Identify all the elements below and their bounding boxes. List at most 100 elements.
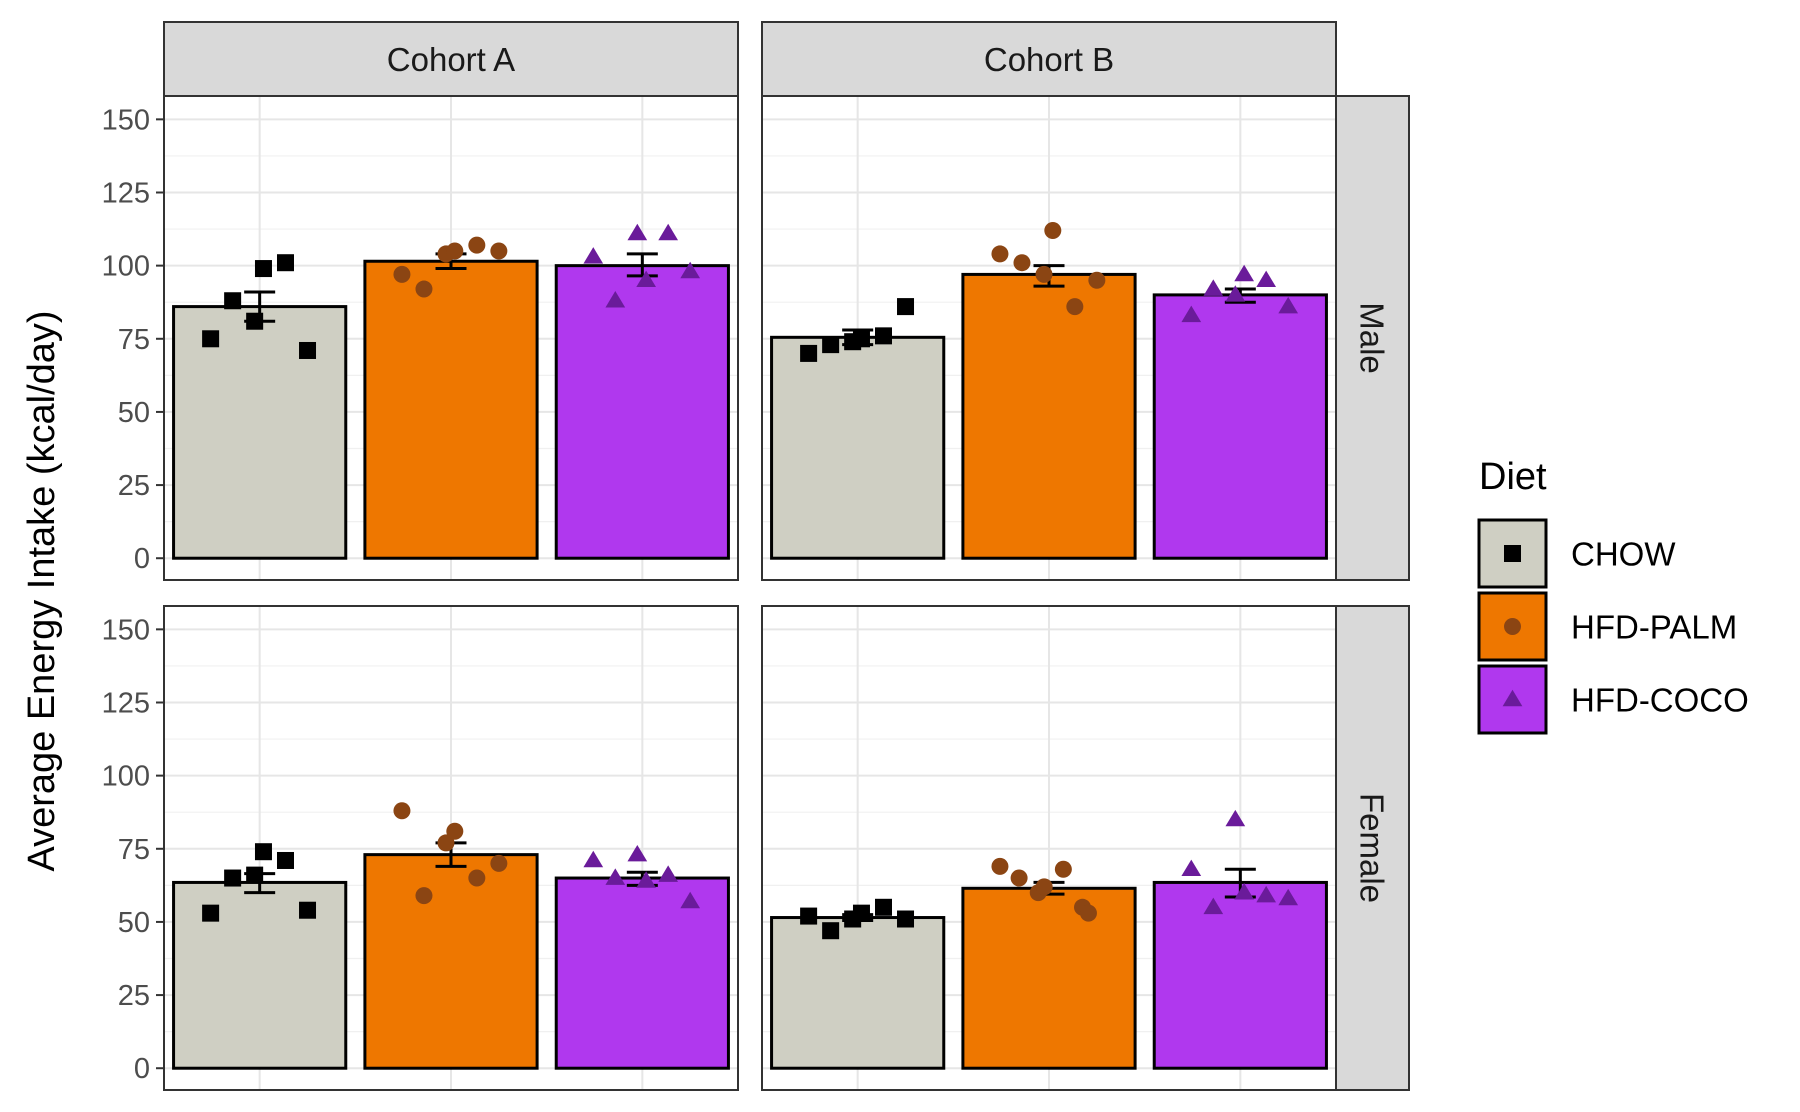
data-point (991, 245, 1009, 263)
y-tick-label: 75 (118, 834, 150, 866)
data-point (1256, 885, 1277, 903)
data-point (1278, 296, 1299, 314)
data-point (1181, 859, 1202, 877)
data-point (276, 254, 294, 272)
bar (554, 876, 730, 1070)
column-strip: Cohort A (163, 21, 739, 97)
data-point (605, 868, 626, 885)
data-point (800, 344, 818, 362)
facet-strips: Cohort A Cohort B Male Female (163, 21, 1410, 1091)
legend-entry: HFD-COCO (1477, 664, 1749, 735)
data-point (1088, 271, 1106, 289)
bar (770, 335, 946, 560)
data-point (246, 866, 264, 884)
column-strip-label: Cohort A (387, 41, 515, 78)
row-strip: Female (1335, 605, 1410, 1091)
data-point (1225, 809, 1246, 827)
y-tick-label: 150 (102, 104, 150, 136)
data-point (658, 865, 679, 882)
y-tick-label: 50 (118, 907, 150, 939)
data-point (1256, 270, 1277, 288)
data-point (1044, 222, 1062, 240)
data-point (415, 887, 433, 905)
y-tick-label: 100 (102, 251, 150, 283)
data-point (224, 869, 242, 887)
legend-key-marker (1504, 618, 1521, 635)
y-tick-label: 125 (102, 177, 150, 209)
data-point (393, 802, 411, 820)
bar (961, 272, 1137, 560)
data-point (897, 910, 915, 928)
column-strip: Cohort B (761, 21, 1337, 97)
panels-layer (163, 95, 1337, 1091)
data-point (680, 891, 701, 909)
bar (1152, 293, 1328, 560)
bar (363, 259, 539, 560)
data-point (415, 280, 433, 298)
data-point (800, 907, 818, 925)
data-point (897, 298, 915, 316)
bar (554, 264, 730, 560)
y-axes: 0 25 50 75 100 125 150 0 25 50 75 100 125 150 (102, 104, 164, 1085)
data-point (583, 247, 604, 264)
data-point (299, 341, 317, 359)
data-point (680, 261, 701, 279)
legend-entry: CHOW (1477, 518, 1676, 589)
y-tick-label: 150 (102, 614, 150, 646)
facet-panel (761, 605, 1337, 1091)
data-point (1066, 298, 1084, 316)
data-point (446, 242, 464, 260)
data-point (822, 922, 840, 940)
data-point (468, 236, 486, 254)
y-axis: 0 25 50 75 100 125 150 (102, 614, 164, 1085)
data-point (299, 901, 317, 919)
y-axis: 0 25 50 75 100 125 150 (102, 104, 164, 575)
data-point (254, 260, 272, 278)
data-point (627, 223, 648, 241)
data-point (202, 330, 220, 348)
data-point (490, 854, 508, 872)
facet-panel (163, 605, 739, 1091)
row-strip-box (1335, 605, 1410, 1091)
data-point (627, 844, 648, 862)
data-point (1234, 882, 1255, 900)
column-strip-box (761, 21, 1337, 97)
data-point (583, 850, 604, 868)
legend-key (1477, 591, 1548, 662)
legend-key (1477, 518, 1548, 589)
y-tick-label: 100 (102, 761, 150, 793)
data-point (276, 851, 294, 869)
data-point (1181, 305, 1202, 323)
bar (172, 305, 348, 560)
y-tick-label: 50 (118, 397, 150, 429)
data-point (1225, 285, 1246, 302)
data-point (468, 869, 486, 887)
y-axis-title: Average Energy Intake (kcal/day) (21, 310, 63, 871)
y-tick-label: 25 (118, 470, 150, 502)
data-point (393, 265, 411, 283)
data-point (1203, 897, 1224, 915)
data-point (1203, 279, 1224, 296)
row-strip: Male (1335, 95, 1410, 581)
legend-title: Diet (1479, 456, 1547, 498)
y-tick-label: 25 (118, 980, 150, 1012)
data-point (246, 312, 264, 330)
data-point (874, 898, 892, 916)
data-point (636, 270, 657, 288)
legend: Diet CHOW HFD-PALM HFD-COCO (1477, 456, 1749, 735)
data-point (437, 834, 455, 852)
y-tick-label: 0 (134, 1053, 150, 1085)
bar (172, 880, 348, 1070)
y-tick-label: 0 (134, 543, 150, 575)
data-point (1234, 264, 1255, 282)
y-tick-label: 125 (102, 687, 150, 719)
data-point (1278, 888, 1299, 906)
data-point (852, 904, 870, 922)
bar (363, 853, 539, 1070)
legend-label: CHOW (1571, 536, 1676, 573)
y-tick-label: 75 (118, 324, 150, 356)
data-point (658, 223, 679, 241)
data-point (224, 292, 242, 310)
column-strip-box (163, 21, 739, 97)
